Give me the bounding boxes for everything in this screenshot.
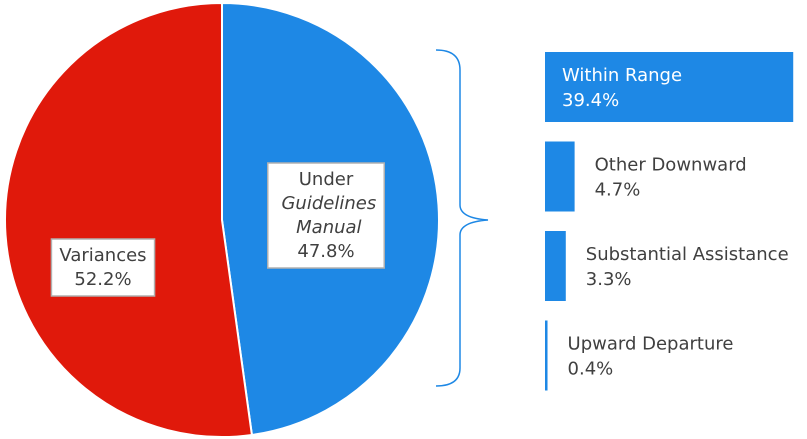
slice-value: 52.2% bbox=[74, 269, 131, 290]
brace bbox=[435, 49, 489, 387]
bar-category: Substantial Assistance bbox=[586, 244, 789, 265]
slice-value: 47.8% bbox=[297, 241, 354, 262]
slice-label: Under Guidelines Manual 47.8% bbox=[267, 162, 385, 269]
bar bbox=[545, 320, 548, 391]
bar bbox=[545, 52, 794, 122]
bar-value: 4.7% bbox=[595, 180, 641, 201]
bar bbox=[545, 231, 566, 301]
bar-category: Other Downward bbox=[595, 155, 747, 176]
bar-value: 3.3% bbox=[586, 269, 632, 290]
pie-slice bbox=[4, 1, 254, 438]
bar-value: 0.4% bbox=[568, 359, 614, 380]
slice-label: Variances 52.2% bbox=[50, 238, 156, 297]
bar bbox=[545, 141, 575, 212]
slice-category: Variances bbox=[59, 245, 146, 266]
bar-category: Within Range bbox=[562, 65, 682, 86]
bar-value: 39.4% bbox=[562, 90, 619, 111]
label-box bbox=[50, 238, 156, 297]
slice-category: Under Guidelines Manual bbox=[276, 169, 376, 238]
bar-category: Upward Departure bbox=[568, 334, 734, 355]
label-box bbox=[267, 162, 385, 269]
